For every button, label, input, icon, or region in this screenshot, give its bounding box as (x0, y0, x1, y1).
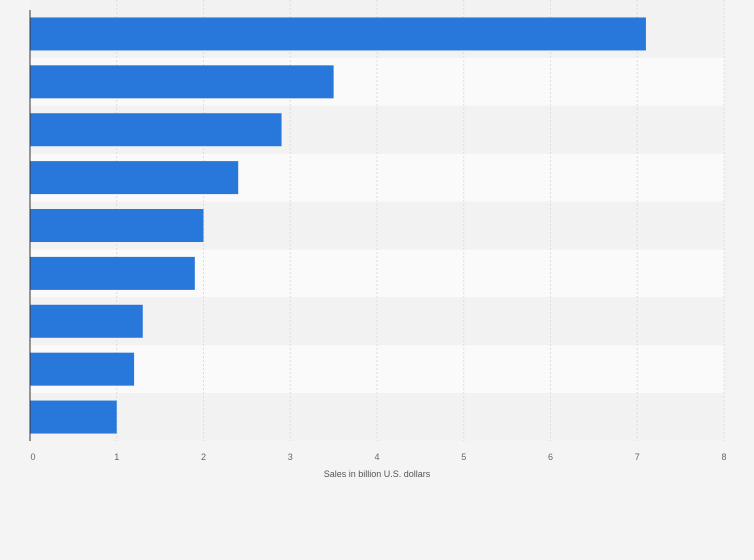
x-tick-label: 0 (30, 452, 35, 462)
x-tick-label: 4 (374, 452, 379, 462)
bar (30, 209, 204, 242)
x-tick-label: 2 (201, 452, 206, 462)
bar (30, 17, 646, 51)
x-axis-ticks: 0 1 2 3 4 5 6 7 8 (30, 452, 726, 462)
x-tick-label: 5 (461, 452, 466, 462)
bar (30, 256, 195, 290)
bar (30, 352, 135, 386)
bar (30, 400, 117, 434)
bar (30, 161, 239, 195)
x-tick-label: 3 (288, 452, 293, 462)
bar (30, 304, 143, 338)
bars (30, 17, 646, 434)
x-tick-label: 7 (635, 452, 640, 462)
x-tick-label: 8 (721, 452, 726, 462)
x-axis-title: Sales in billion U.S. dollars (324, 469, 431, 479)
bar (30, 113, 282, 147)
bar (30, 65, 334, 99)
x-tick-label: 1 (114, 452, 119, 462)
x-tick-label: 6 (548, 452, 553, 462)
